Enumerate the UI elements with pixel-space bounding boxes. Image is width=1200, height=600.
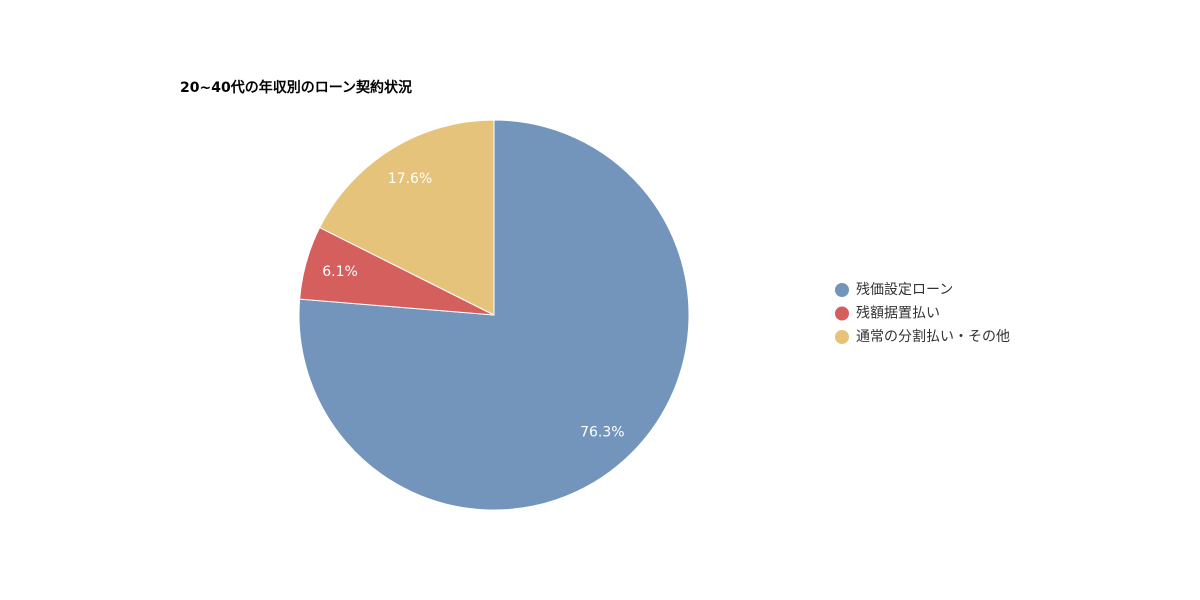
- legend-label: 残価設定ローン: [856, 282, 953, 298]
- data-label: 17.6%: [388, 171, 432, 187]
- legend-label: 残額据置払い: [856, 306, 940, 322]
- pie-slice: [298, 119, 690, 511]
- legend-marker: [835, 330, 849, 344]
- legend-marker: [835, 306, 849, 321]
- data-label: 6.1%: [322, 264, 358, 280]
- chart-title: 20~40代の年収別のローン契約状況: [180, 79, 412, 96]
- data-label: 76.3%: [580, 425, 624, 441]
- pie-slice: [319, 119, 495, 316]
- legend-marker: [835, 283, 849, 297]
- legend-label: 通常の分割払い・その他: [856, 328, 1010, 345]
